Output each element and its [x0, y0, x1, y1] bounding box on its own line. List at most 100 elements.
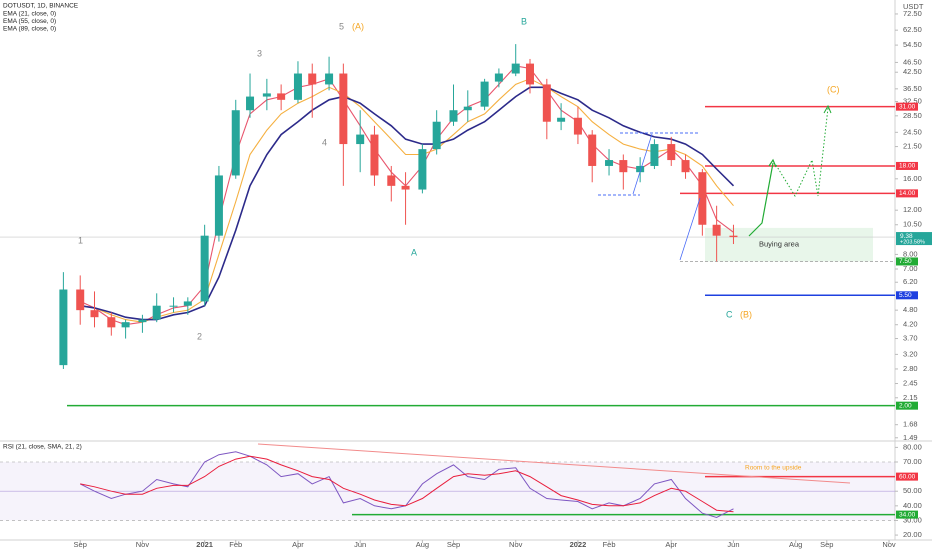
rsi-tick-label: 40.00	[903, 501, 922, 510]
arrow-head	[823, 104, 832, 114]
level-label: 60.00	[899, 473, 916, 480]
x-tick-label: Apr	[665, 540, 677, 549]
legend-entry: EMA (89, close, 0)	[3, 26, 56, 33]
candle-body	[542, 84, 551, 122]
candle-body	[200, 235, 209, 302]
level-label: 5.50	[899, 292, 912, 299]
y-tick-label: 1.49	[903, 433, 918, 442]
level-label: 31.00	[899, 103, 916, 110]
x-tick-label: Aug	[789, 540, 802, 549]
y-tick-label: 6.20	[903, 277, 918, 286]
level-box	[896, 291, 918, 300]
candle-body	[325, 73, 334, 85]
y-tick-label: 21.50	[903, 142, 922, 151]
wave-label: C	[726, 309, 733, 319]
y-tick-label: 1.68	[903, 420, 918, 429]
candle-body	[246, 96, 255, 111]
candle-body	[480, 81, 489, 107]
x-tick-label: Nov	[509, 540, 523, 549]
wave-label: (C)	[827, 84, 840, 94]
candle-body	[138, 319, 147, 323]
wave-label: 3	[257, 48, 262, 58]
rsi-annotation: Room to the upside	[745, 465, 802, 472]
current-price-box	[896, 232, 932, 246]
wave-label: 1	[78, 235, 83, 245]
candle-body	[152, 305, 161, 320]
candle-body	[387, 175, 396, 186]
y-tick-label: 32.50	[903, 96, 922, 105]
candle-body	[370, 134, 379, 176]
candle-body	[511, 63, 520, 74]
x-tick-label: Aug	[416, 540, 429, 549]
wave-label: 5	[339, 21, 344, 31]
level-box	[896, 189, 918, 198]
candle-body	[525, 63, 534, 85]
level-box	[896, 510, 918, 519]
x-tick-label: Nov	[882, 540, 896, 549]
candle-body	[339, 73, 348, 145]
candle-body	[277, 93, 286, 100]
legend-entry: EMA (55, close, 0)	[3, 18, 56, 25]
candle-body	[418, 149, 427, 190]
currency: USDT	[903, 2, 924, 11]
rsi-trendline	[257, 443, 851, 484]
x-tick-label: Sep	[820, 540, 833, 549]
candle-body	[262, 93, 271, 97]
pattern-line	[679, 197, 701, 261]
x-tick-label: Sep	[447, 540, 460, 549]
candle-body	[183, 301, 192, 306]
candle-body	[573, 117, 582, 135]
x-tick-label: Nov	[136, 540, 150, 549]
y-tick-label: 46.50	[903, 57, 922, 66]
x-tick-label: Jun	[354, 540, 366, 549]
wave-label: 2	[197, 331, 202, 341]
y-tick-label: 54.50	[903, 40, 922, 49]
chart-title: DOTUSDT, 1D, BINANCE	[3, 3, 79, 10]
candle-body	[712, 224, 721, 236]
wave-label: (B)	[740, 309, 752, 319]
level-box	[896, 401, 918, 410]
y-tick-label: 2.45	[903, 379, 918, 388]
wave-label: 4	[322, 137, 327, 147]
x-tick-label: Jun	[727, 540, 739, 549]
x-tick-label: Sep	[74, 540, 87, 549]
y-tick-label: 16.00	[903, 174, 922, 183]
candle-body	[90, 310, 99, 318]
candle-body	[605, 160, 614, 166]
candle-body	[214, 175, 223, 236]
y-tick-label: 2.80	[903, 364, 918, 373]
wave-label: A	[411, 247, 417, 257]
projection	[257, 104, 851, 484]
candle-body	[169, 305, 178, 307]
y-tick-label: 62.50	[903, 25, 922, 34]
y-tick-label: 72.50	[903, 9, 922, 18]
candle-body	[698, 172, 707, 225]
wave-label: (A)	[352, 21, 364, 31]
y-tick-label: 28.50	[903, 111, 922, 120]
candle-body	[107, 317, 116, 328]
candle-body	[636, 165, 645, 173]
candle-body	[650, 144, 659, 166]
rsi-tick-label: 70.00	[903, 457, 922, 466]
candle-body	[293, 73, 302, 100]
y-tick-label: 2.15	[903, 393, 918, 402]
candle-body	[681, 160, 690, 173]
candle-body	[308, 73, 317, 85]
rsi-tick-label: 50.00	[903, 486, 922, 495]
candle-body	[76, 289, 85, 311]
y-tick-label: 24.50	[903, 127, 922, 136]
level-label: 18.00	[899, 163, 916, 170]
candle-body	[619, 160, 628, 173]
y-tick-label: 4.80	[903, 305, 918, 314]
level-box	[896, 257, 918, 266]
x-tick-label: Feb	[229, 540, 242, 549]
rsi-ma-line	[80, 455, 734, 513]
level-label: 14.00	[899, 190, 916, 197]
candle-body	[588, 134, 597, 166]
arrow-head	[768, 158, 777, 168]
candle-body	[59, 289, 68, 366]
level-label: 2.00	[899, 402, 912, 409]
current-price-label: 9.38	[900, 233, 913, 240]
